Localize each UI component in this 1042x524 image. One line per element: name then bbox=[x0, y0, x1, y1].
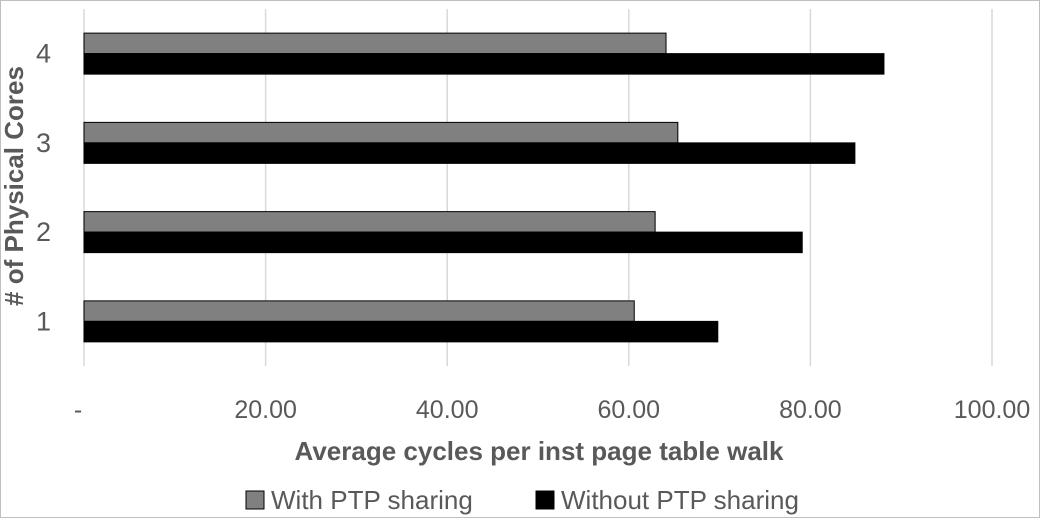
x-tick-label: 60.00 bbox=[598, 396, 661, 424]
y-tick-label: 4 bbox=[36, 39, 51, 69]
y-axis-title: # of Physical Cores bbox=[1, 66, 29, 306]
bar-without-ptp-3 bbox=[83, 142, 856, 164]
bars bbox=[83, 32, 885, 343]
y-tick-label: 3 bbox=[36, 128, 51, 158]
legend: With PTP sharing Without PTP sharing bbox=[245, 485, 799, 515]
x-tick-label: 20.00 bbox=[234, 396, 297, 424]
bar-without-ptp-4 bbox=[83, 53, 885, 75]
bar-with-ptp-1 bbox=[83, 300, 635, 322]
bar-with-ptp-3 bbox=[83, 121, 679, 144]
bar-with-ptp-4 bbox=[83, 32, 667, 55]
bar-with-ptp-2 bbox=[83, 211, 656, 233]
x-axis-title: Average cycles per inst page table walk bbox=[295, 436, 784, 466]
legend-swatch-0 bbox=[245, 490, 265, 510]
x-tick-labels: - 20.00 40.00 60.00 80.00 100.00 bbox=[74, 396, 1030, 424]
legend-swatch-1 bbox=[535, 490, 555, 510]
x-tick-label: - bbox=[74, 396, 82, 424]
bar-without-ptp-2 bbox=[83, 231, 803, 254]
y-tick-label: 1 bbox=[36, 306, 51, 336]
x-tick-label: 100.00 bbox=[954, 396, 1030, 424]
y-tick-label: 2 bbox=[36, 217, 51, 247]
legend-label-0: With PTP sharing bbox=[271, 485, 473, 515]
y-tick-labels: 1 2 3 4 bbox=[36, 39, 51, 337]
bar-without-ptp-1 bbox=[83, 320, 719, 343]
x-tick-label: 40.00 bbox=[416, 396, 479, 424]
x-tick-label: 80.00 bbox=[779, 396, 842, 424]
legend-label-1: Without PTP sharing bbox=[561, 485, 799, 515]
